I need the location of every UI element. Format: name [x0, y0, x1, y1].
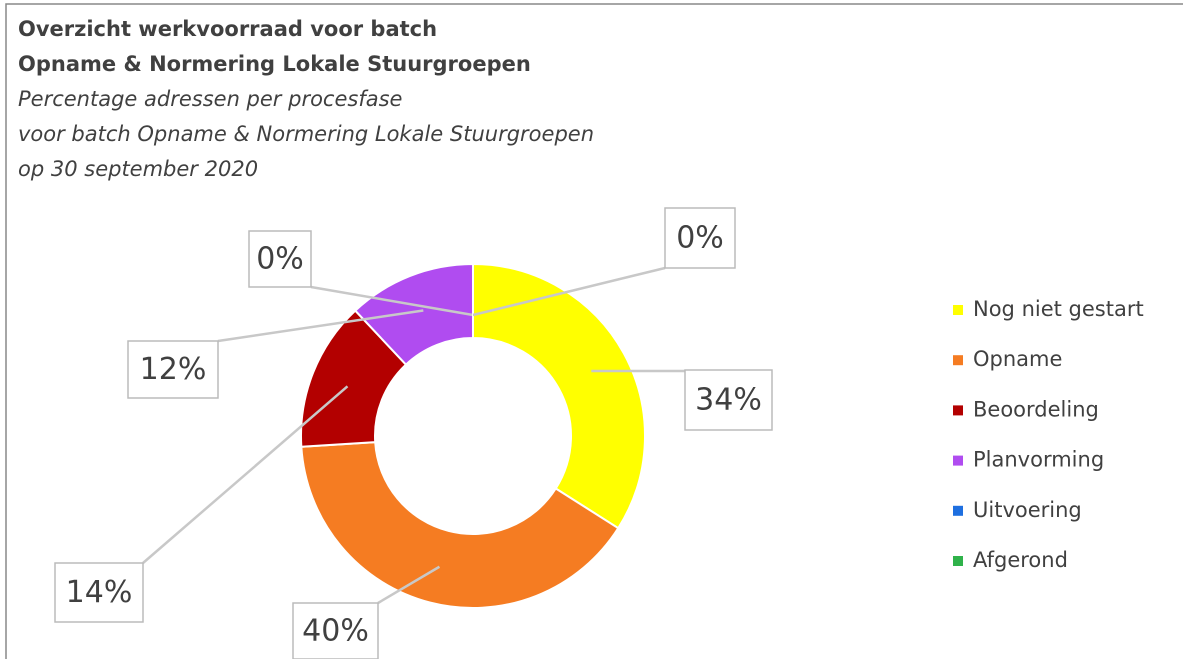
label-box	[248, 230, 312, 288]
label-box	[54, 562, 144, 623]
leader-line	[377, 565, 441, 605]
legend-swatch	[953, 556, 963, 566]
legend-label: Nog niet gestart	[973, 297, 1144, 321]
chart-title: Overzicht werkvoorraad voor batch	[18, 17, 437, 41]
leader-line	[472, 266, 666, 317]
legend-label: Opname	[973, 347, 1062, 371]
leader-line	[310, 285, 474, 317]
chart-subtitle: Percentage adressen per procesfase	[18, 87, 402, 111]
chart-border	[5, 3, 1183, 659]
data-label: 0%	[676, 221, 724, 256]
legend-swatch	[953, 505, 963, 516]
data-label: 14%	[66, 575, 133, 610]
donut-segment	[300, 441, 620, 609]
chart-subtitle: voor batch Opname & Normering Lokale Stu…	[18, 122, 594, 146]
label-box	[292, 602, 379, 659]
legend-swatch	[953, 305, 963, 315]
legend-label: Planvorming	[973, 448, 1104, 472]
donut-segment	[472, 262, 646, 530]
legend-swatch	[953, 405, 963, 416]
leader-line	[217, 309, 424, 343]
label-box	[664, 207, 736, 269]
label-box	[127, 340, 219, 399]
leader-line	[142, 385, 349, 564]
chart-subtitle: op 30 september 2020	[18, 157, 258, 181]
data-label: 12%	[140, 352, 207, 387]
chart-title: Opname & Normering Lokale Stuurgroepen	[18, 52, 531, 76]
legend-label: Afgerond	[973, 548, 1068, 572]
data-label: 0%	[256, 242, 304, 277]
label-box	[684, 369, 773, 431]
legend-swatch	[953, 455, 963, 466]
legend-label: Beoordeling	[973, 397, 1099, 421]
data-label: 34%	[695, 383, 762, 418]
data-label: 40%	[302, 614, 369, 649]
legend-label: Uitvoering	[973, 498, 1082, 522]
legend-swatch	[953, 355, 963, 366]
